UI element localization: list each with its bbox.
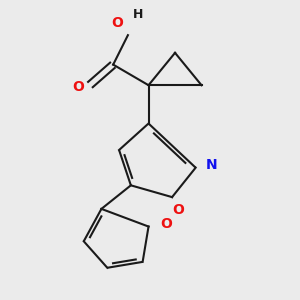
Text: O: O bbox=[172, 203, 184, 218]
Text: O: O bbox=[160, 217, 172, 231]
Text: N: N bbox=[206, 158, 218, 172]
Text: H: H bbox=[133, 8, 143, 21]
Text: O: O bbox=[72, 80, 84, 94]
Text: O: O bbox=[112, 16, 124, 30]
